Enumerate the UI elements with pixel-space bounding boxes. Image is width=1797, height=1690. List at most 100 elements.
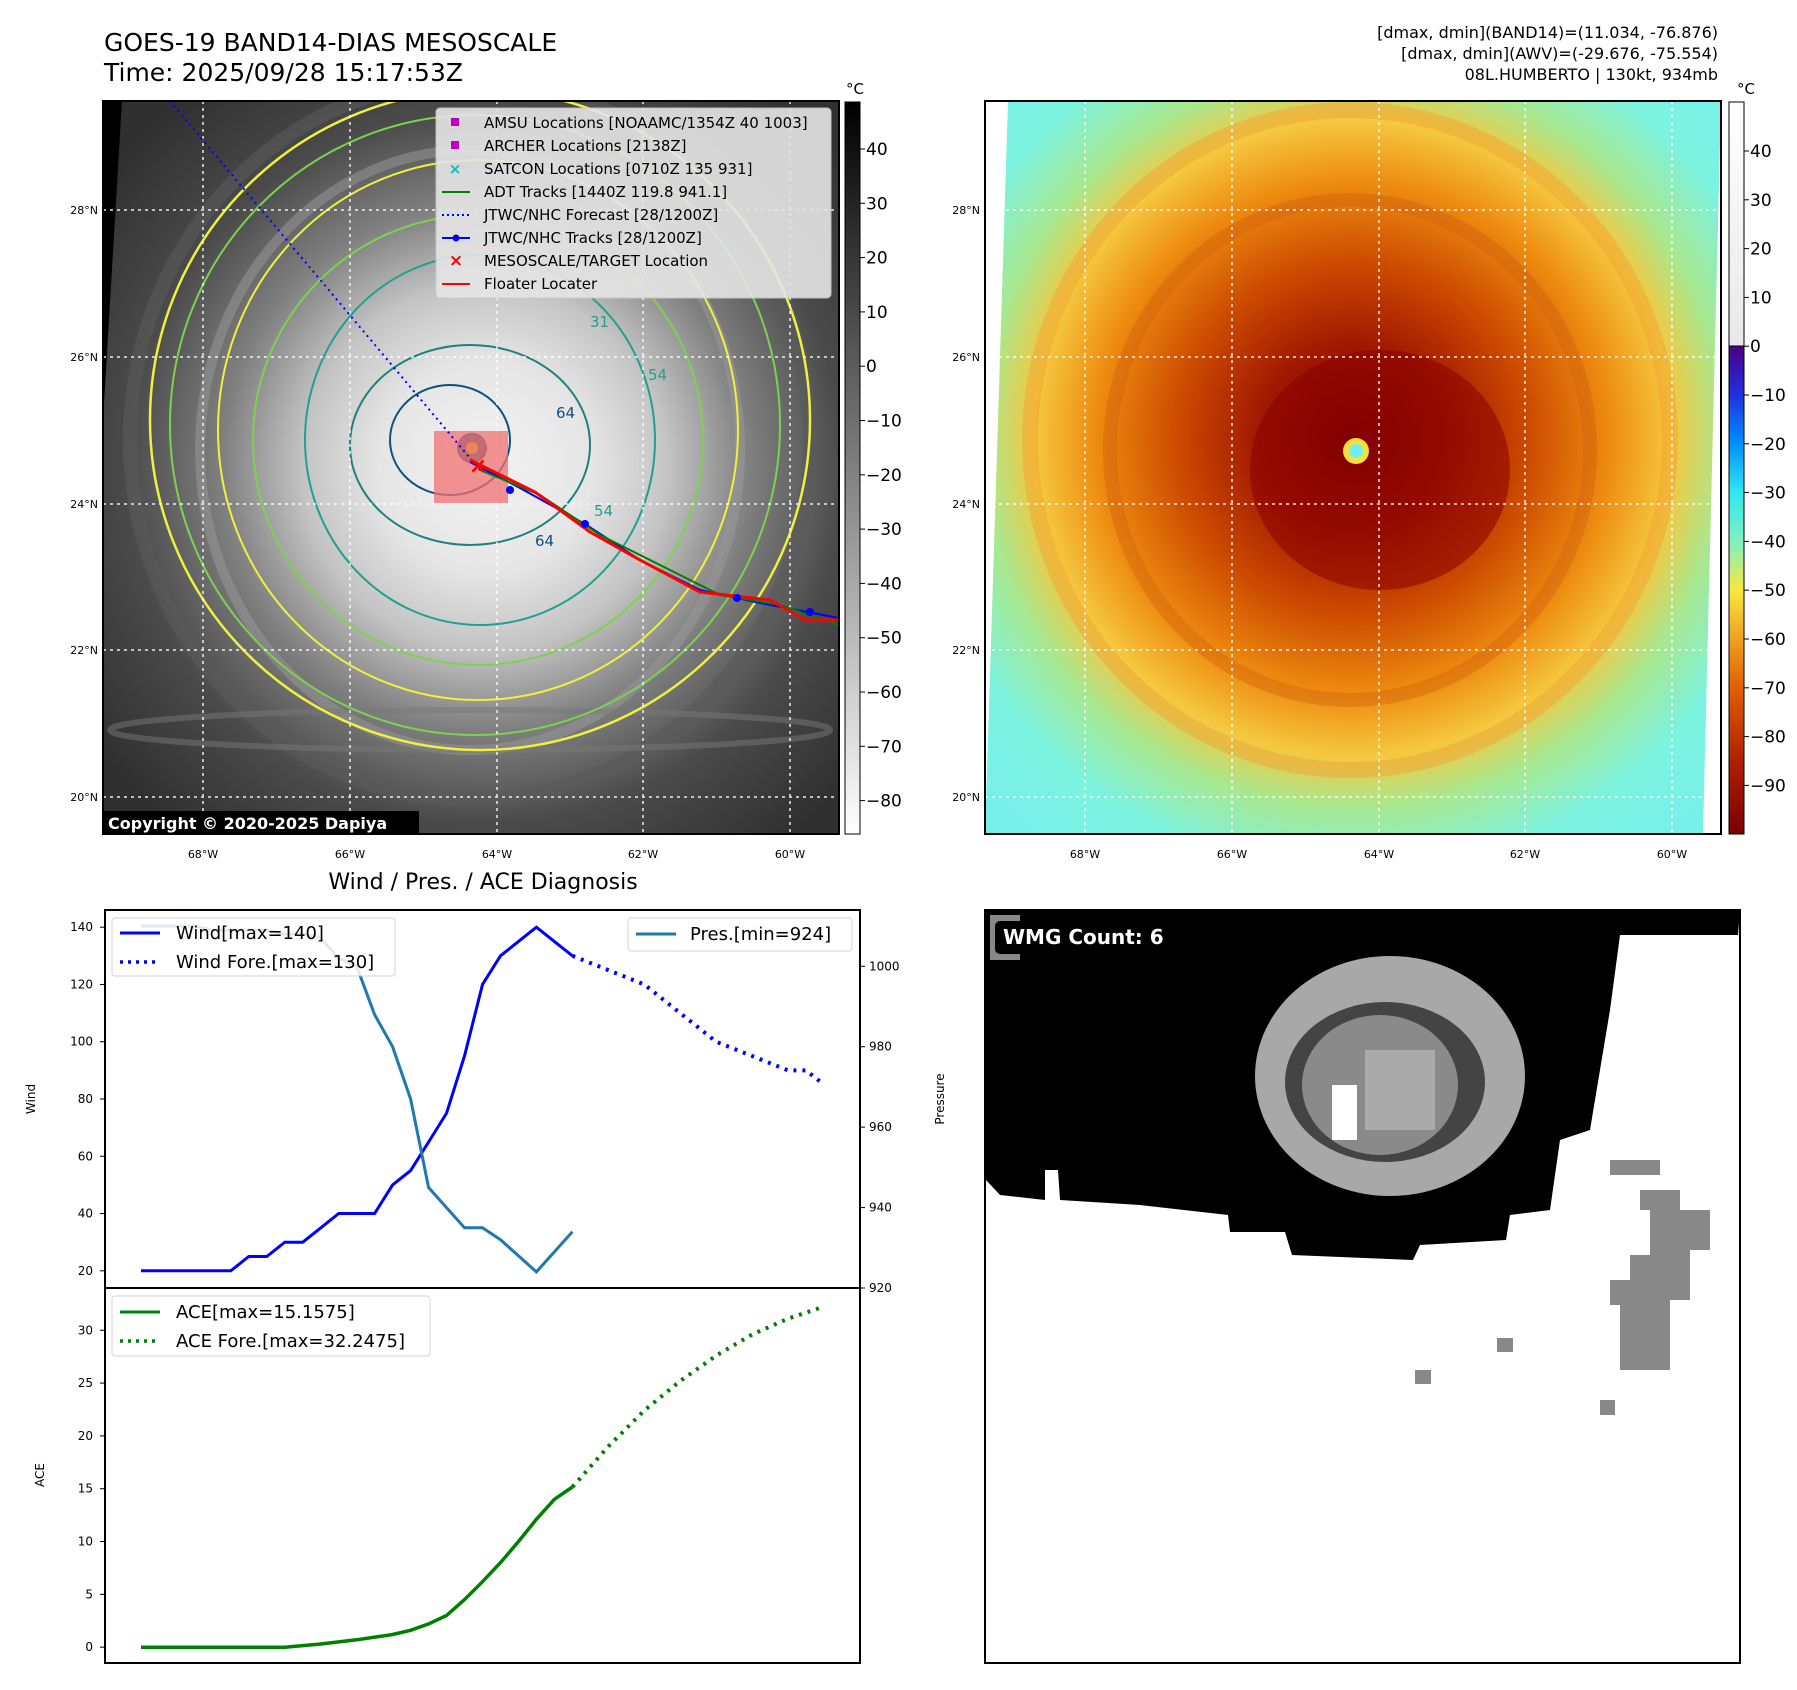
colorbar-tick: −40 (866, 574, 902, 594)
lat-label: 22°N (70, 644, 98, 657)
wind-axis-label: Wind (24, 1084, 38, 1114)
contour-label: 64 (535, 532, 554, 550)
legend-item: SATCON Locations [0710Z 135 931] (484, 160, 752, 178)
colorbar-tick: −10 (1750, 386, 1786, 406)
colorbar-right: °C 40 30 20 10 0 −10 −20 −30 −40 −50 −60 −70 −80 −90 (1728, 80, 1786, 835)
ace-tick: 15 (78, 1482, 93, 1496)
colorbar-tick: 30 (866, 194, 888, 214)
figure-time: Time: 2025/09/28 15:17:53Z (103, 58, 463, 87)
lon-label: 68°W (188, 848, 218, 861)
pressure-tick: 980 (869, 1040, 892, 1054)
legend-item: ACE Fore.[max=32.2475] (176, 1331, 405, 1352)
wind-tick: 40 (78, 1207, 93, 1221)
contour-label: 54 (594, 502, 613, 520)
lat-label: 28°N (70, 204, 98, 217)
legend-item: Floater Locater (484, 275, 598, 293)
colorbar-tick: −40 (1750, 532, 1786, 552)
lon-label: 62°W (1510, 848, 1540, 861)
colorbar-tick: −60 (1750, 630, 1786, 650)
colorbar-tick: −10 (866, 412, 902, 432)
colorbar-tick: −70 (866, 737, 902, 757)
wind-tick: 120 (70, 977, 93, 991)
lon-label: 62°W (628, 848, 658, 861)
colorbar-tick: −30 (866, 520, 902, 540)
ace-series-line (141, 1485, 574, 1649)
wind-tick: 60 (78, 1149, 93, 1163)
chart-title: Wind / Pres. / ACE Diagnosis (328, 870, 637, 895)
ace-legend: ACE[max=15.1575] ACE Fore.[max=32.2475] (111, 1295, 431, 1357)
colorbar-tick: 10 (866, 303, 888, 323)
legend-item: JTWC/NHC Tracks [28/1200Z] (483, 229, 702, 247)
pressure-legend: Pres.[min=924] (627, 917, 853, 952)
colorbar-tick: 10 (1750, 288, 1772, 308)
legend-item: ACE[max=15.1575] (176, 1302, 355, 1323)
svg-text:×: × (449, 160, 462, 178)
legend-item: ARCHER Locations [2138Z] (484, 137, 687, 155)
colorbar-tick: 20 (1750, 240, 1772, 260)
wind-tick: 20 (78, 1264, 93, 1278)
colorbar-left: °C 40 30 20 10 0 −10 −20 −30 −40 −50 −60 −70 −80 (844, 80, 902, 835)
colorbar-tick: −80 (866, 792, 902, 812)
ace-tick: 20 (78, 1429, 93, 1443)
lon-label: 64°W (1364, 848, 1394, 861)
lon-label: 60°W (1657, 848, 1687, 861)
colorbar-tick: −50 (866, 629, 902, 649)
legend-item: Pres.[min=924] (690, 924, 831, 945)
colorbar-tick: −60 (866, 683, 902, 703)
legend-item: ADT Tracks [1440Z 119.8 941.1] (484, 183, 727, 201)
lon-label: 66°W (335, 848, 365, 861)
wind-pressure-chart: Wind / Pres. / ACE Diagnosis 20 40 60 80 100… (24, 870, 947, 1295)
lon-label: 64°W (482, 848, 512, 861)
lat-label: 20°N (70, 791, 98, 804)
colorbar-tick: 0 (1750, 337, 1761, 357)
info-line-1: [dmax, dmin](BAND14)=(11.034, -76.876) (1377, 23, 1718, 42)
lon-label: 66°W (1217, 848, 1247, 861)
map-legend: AMSU Locations [NOAAMC/1354Z 40 1003] AR… (435, 107, 832, 299)
colorbar-tick: 30 (1750, 191, 1772, 211)
pressure-tick: 940 (869, 1201, 892, 1215)
lon-label: 68°W (1070, 848, 1100, 861)
legend-item: MESOSCALE/TARGET Location (484, 252, 708, 270)
lat-label: 24°N (70, 498, 98, 511)
colorbar-tick: 0 (866, 357, 877, 377)
colorbar-tick: 40 (866, 140, 888, 160)
contour-label: 31 (590, 313, 609, 331)
ir-map: × 31 64 64 54 54 Copyright © 2020-2025 D… (70, 100, 840, 861)
pressure-tick: 920 (869, 1281, 892, 1295)
colorbar-unit: °C (1737, 80, 1755, 98)
ace-tick: 5 (85, 1587, 93, 1601)
pressure-tick: 1000 (869, 959, 900, 973)
wmg-count: WMG Count: 6 (1003, 925, 1164, 949)
figure-title: GOES-19 BAND14-DIAS MESOSCALE (104, 28, 557, 57)
lon-label: 60°W (775, 848, 805, 861)
colorbar-tick: 20 (866, 249, 888, 269)
wind-legend: Wind[max=140] Wind Fore.[max=130] (111, 917, 396, 977)
colorbar-tick: −30 (1750, 484, 1786, 504)
wind-tick: 140 (70, 920, 93, 934)
ace-tick: 30 (78, 1323, 93, 1337)
colorbar-tick: −70 (1750, 679, 1786, 699)
ace-chart: 0 5 10 15 20 25 30 ACE ACE[max=15.1575] ACE Fo… (33, 1287, 861, 1664)
wmg-panel: WMG Count: 6 (984, 909, 1741, 1664)
lat-label: 26°N (952, 351, 980, 364)
info-line-2: [dmax, dmin](AWV)=(-29.676, -75.554) (1401, 44, 1718, 63)
lat-label: 28°N (952, 204, 980, 217)
ace-forecast-line (570, 1304, 825, 1489)
ace-tick: 10 (78, 1535, 93, 1549)
lat-label: 24°N (952, 498, 980, 511)
ace-tick: 25 (78, 1376, 93, 1390)
ace-axis-label: ACE (33, 1463, 47, 1487)
colorbar-tick: −20 (1750, 435, 1786, 455)
legend-item: JTWC/NHC Forecast [28/1200Z] (483, 206, 718, 224)
colorbar-tick: −20 (866, 466, 902, 486)
colorbar-tick: −80 (1750, 728, 1786, 748)
colorbar-tick: 40 (1750, 142, 1772, 162)
lat-label: 20°N (952, 791, 980, 804)
colorbar-tick: −50 (1750, 581, 1786, 601)
lat-label: 22°N (952, 644, 980, 657)
lat-label: 26°N (70, 351, 98, 364)
svg-text:×: × (469, 454, 487, 479)
colorbar-unit: °C (846, 80, 864, 98)
wind-tick: 100 (70, 1035, 93, 1049)
